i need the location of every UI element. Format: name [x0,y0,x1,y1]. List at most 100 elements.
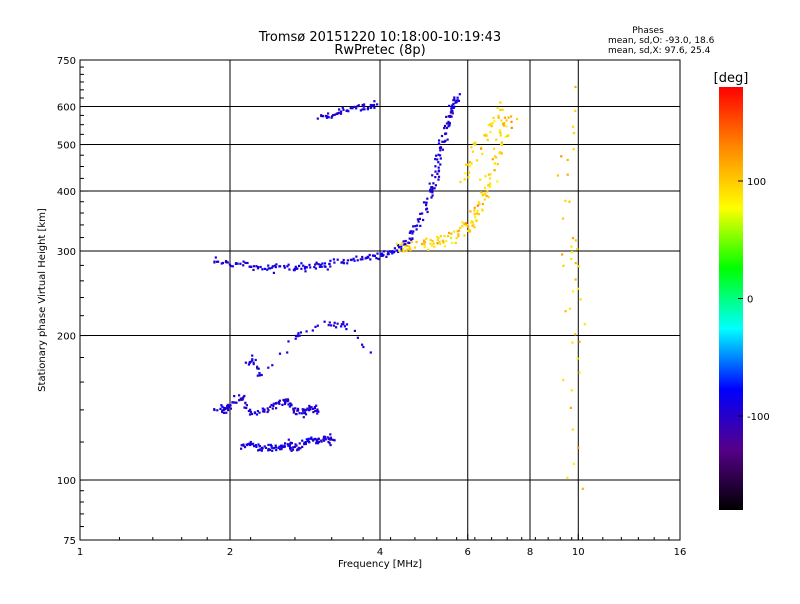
data-point-x [487,195,490,199]
data-point-o [376,252,379,255]
data-point-o [437,161,440,164]
data-point-x [404,245,407,248]
data-point-o [312,411,315,414]
data-point-o [408,237,411,240]
data-point-o [415,228,418,231]
data-point-x [459,226,462,229]
data-point-x [491,158,494,161]
data-point-o [292,409,296,413]
data-point-o [411,237,414,240]
data-point-x [492,116,495,119]
data-point-o [283,264,286,268]
data-point-o [340,323,343,326]
data-point-o [313,407,316,410]
data-point-x [500,119,503,122]
data-point-o [294,443,297,446]
data-point-o [213,260,216,263]
data-point-o [366,106,369,110]
data-point-o [233,395,236,398]
data-point-o [451,104,454,107]
data-point-o [453,96,456,99]
data-point-x [489,173,492,176]
data-point-o [263,410,266,413]
data-point-o [272,271,275,274]
data-point-x [581,487,584,490]
data-point-x [467,163,470,166]
data-point-o [446,138,449,141]
data-point-o [432,182,435,185]
data-point-x [498,129,501,132]
data-point-o [304,442,307,446]
data-point-x [571,428,574,431]
data-point-o [305,438,308,441]
data-point-o [248,413,252,416]
data-point-o [335,112,338,115]
data-point-o [439,163,442,166]
data-point-o [269,267,272,270]
data-point-o [249,410,252,414]
data-point-o [443,127,446,130]
data-point-x [503,122,506,125]
data-point-o [304,413,308,416]
data-point-o [305,266,308,269]
data-point-o [345,323,349,326]
data-point-o [226,403,229,406]
data-point-o [242,264,245,267]
x-axis-label: Frequency [MHz] [338,559,422,570]
data-point-x [562,264,565,267]
data-point-x [475,219,478,222]
colorbar-tick-label: -100 [747,412,770,423]
data-point-x [486,138,489,142]
data-point-x [489,123,492,126]
data-point-o [278,399,281,402]
data-point-o [366,108,369,111]
x-tick-label: 16 [674,547,687,558]
data-point-o [301,445,304,448]
data-point-o [359,258,362,261]
data-point-o [311,407,315,410]
data-point-o [287,444,290,447]
data-point-o [294,334,298,337]
data-point-o [296,335,299,338]
data-point-o [369,258,372,261]
data-point-x [463,178,466,181]
data-point-o [402,243,405,246]
data-point-o [281,403,284,406]
axis-ticks: 1 2 4 6 8 10 16 75 100 200 300 400 500 600 750 [57,56,686,558]
x-tick-label: 1 [77,547,83,558]
data-point-o [386,250,390,253]
stats-o-line: mean, sd,O: -93.0, 18.6 [608,36,715,46]
data-point-o [315,440,318,443]
data-point-o [267,448,270,451]
data-point-x [572,462,576,465]
data-point-x [477,213,480,216]
data-point-o [327,112,330,115]
data-point-o [259,265,262,269]
data-point-o [342,262,346,265]
data-point-o [309,408,312,411]
data-point-x [438,240,441,243]
data-point-o [457,99,460,103]
data-point-o [294,337,297,340]
data-point-o [329,444,332,447]
data-point-o [271,449,274,452]
data-point-x [516,117,519,121]
data-point-o [317,410,320,413]
data-point-x [495,138,498,141]
data-point-o [267,366,270,369]
data-point-x [470,162,473,165]
data-point-o [448,104,451,107]
data-point-o [438,139,441,142]
data-point-x [505,119,508,122]
data-point-o [335,326,338,329]
data-point-o [343,325,346,328]
data-point-o [245,404,248,407]
data-point-o [425,207,429,210]
data-point-x [571,237,575,240]
data-point-o [297,448,300,451]
data-point-o [433,187,436,190]
data-point-o [263,267,266,270]
data-point-o [257,266,260,269]
data-point-x [465,222,468,225]
data-point-o [274,264,277,267]
